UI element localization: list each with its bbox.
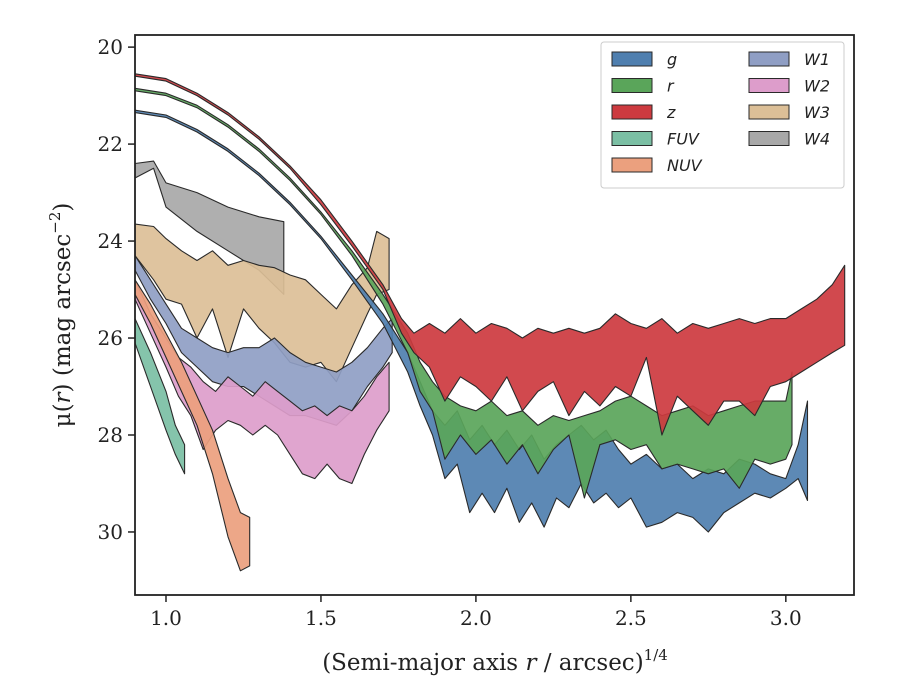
legend-swatch-FUV	[611, 131, 653, 146]
legend-swatch-W2	[748, 78, 790, 93]
y-tick-label: 24	[98, 229, 123, 253]
legend-label-FUV: FUV	[667, 130, 700, 149]
plot-frame	[134, 34, 855, 596]
legend-swatch-W3	[748, 104, 790, 120]
legend-label-W2: W2	[804, 77, 830, 96]
legend-label-r: r	[667, 77, 675, 96]
legend-label-W1: W1	[804, 50, 830, 69]
y-tick-label: 22	[98, 132, 123, 156]
x-tick-label: 2.0	[460, 606, 492, 630]
x-axis-label: (Semi-major axis r / arcsec)1/4	[322, 646, 668, 676]
legend-label-W4: W4	[804, 130, 830, 149]
legend-label-g: g	[667, 50, 677, 69]
legend-label-z: z	[666, 103, 676, 122]
legend-swatch-r	[611, 78, 653, 93]
legend: grz FUV NUV W1 W2 W3 W4	[600, 41, 845, 189]
series-area-W1	[135, 255, 393, 426]
series-area-NUV	[135, 279, 251, 572]
y-axis: 20 22 24 26 28 30	[98, 35, 135, 544]
series-area-W3	[135, 223, 390, 383]
x-tick-label: 1.5	[305, 606, 337, 630]
y-tick-label: 26	[98, 326, 123, 350]
legend-swatch-NUV	[611, 157, 653, 173]
series-area-z	[135, 73, 846, 436]
legend-swatch-W4	[748, 131, 790, 146]
legend-swatch-z	[611, 104, 653, 120]
x-tick-label: 3.0	[770, 606, 802, 630]
x-axis: 1.0 1.5 2.0 2.5 3.0	[150, 595, 802, 630]
y-tick-label: 20	[98, 35, 123, 59]
y-tick-label: 28	[98, 423, 123, 447]
x-tick-label: 2.5	[615, 606, 647, 630]
y-axis-label: μ(r) (mag arcsec−2)	[46, 203, 76, 428]
legend-swatch-W1	[748, 51, 790, 67]
x-tick-label: 1.0	[150, 606, 182, 630]
legend-label-NUV: NUV	[667, 156, 703, 175]
series-area-FUV	[135, 318, 186, 475]
legend-swatch-g	[611, 51, 653, 67]
series-area-W2	[135, 279, 390, 485]
legend-label-W3: W3	[804, 103, 830, 122]
plot-areas	[135, 73, 846, 572]
y-tick-label: 30	[98, 520, 123, 544]
